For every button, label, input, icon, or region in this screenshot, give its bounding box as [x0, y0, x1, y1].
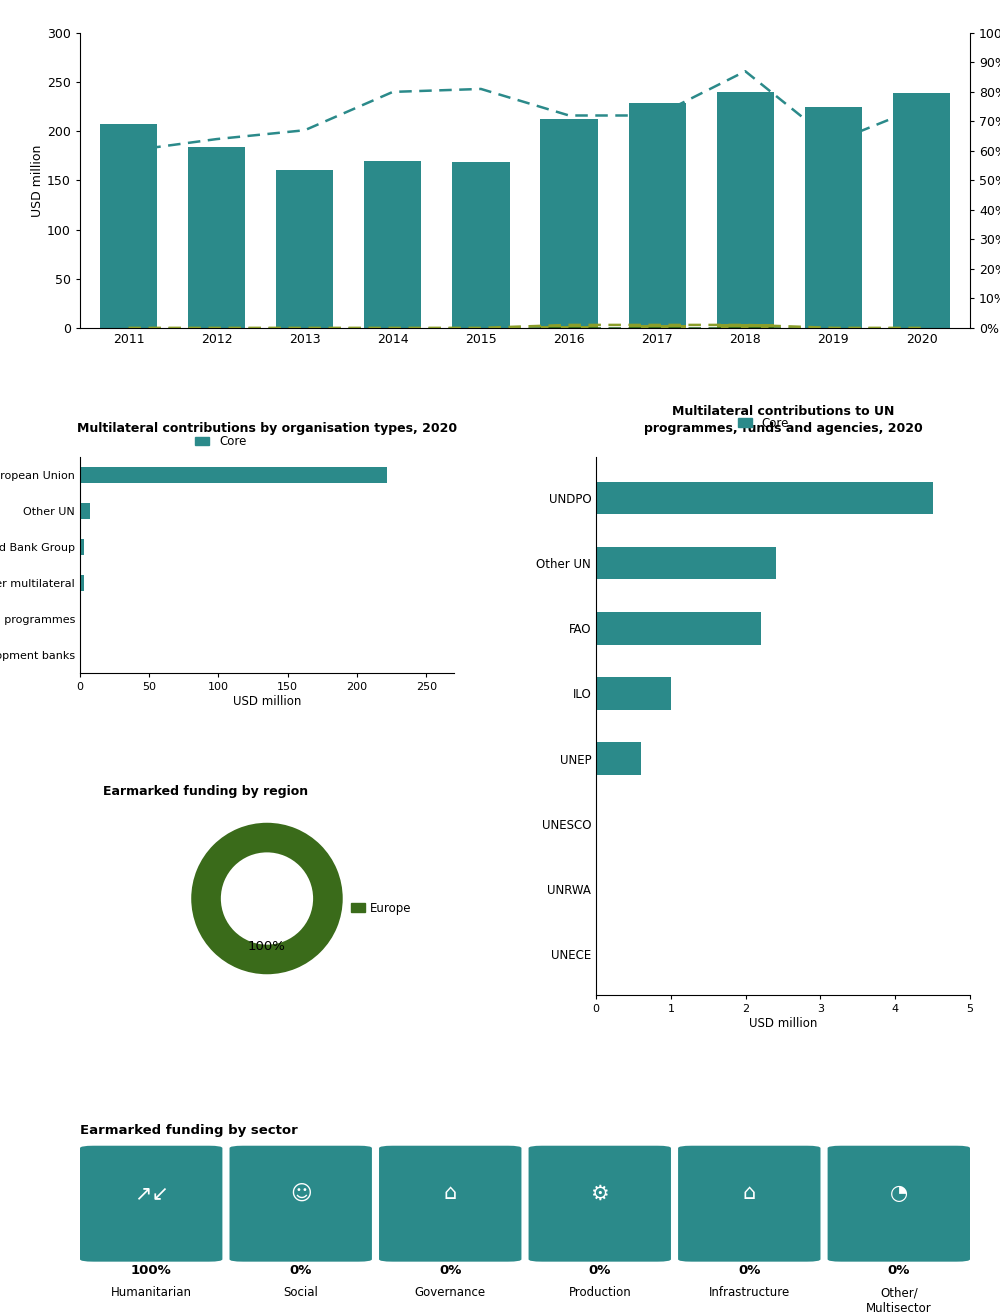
Bar [629, 103, 686, 328]
Text: Infrastructure: Infrastructure [709, 1286, 790, 1299]
Bar [80, 575, 84, 591]
Text: ⌂: ⌂ [743, 1183, 756, 1203]
Bar [893, 93, 950, 328]
Bar [80, 467, 387, 483]
FancyBboxPatch shape [80, 1146, 222, 1262]
Text: 0%: 0% [290, 1265, 312, 1277]
Bar [596, 547, 776, 579]
FancyBboxPatch shape [529, 1146, 671, 1262]
Bar [452, 162, 510, 328]
Bar [100, 124, 157, 328]
Bar [596, 678, 671, 709]
Bar [80, 540, 84, 555]
Text: ☺: ☺ [290, 1183, 312, 1203]
FancyBboxPatch shape [230, 1146, 372, 1262]
Text: Humanitarian: Humanitarian [111, 1286, 192, 1299]
FancyBboxPatch shape [379, 1146, 521, 1262]
Text: Production: Production [568, 1286, 631, 1299]
Text: ◔: ◔ [890, 1183, 908, 1203]
FancyBboxPatch shape [828, 1146, 970, 1262]
Bar [80, 503, 90, 519]
Text: 0%: 0% [589, 1265, 611, 1277]
Text: ⌂: ⌂ [444, 1183, 457, 1203]
Bar [540, 120, 598, 328]
Bar [629, 325, 686, 328]
Bar [717, 325, 774, 328]
Legend: Europe: Europe [346, 898, 416, 920]
Bar [717, 324, 774, 328]
Text: 0%: 0% [738, 1265, 760, 1277]
Bar [364, 161, 421, 328]
Text: Social: Social [283, 1286, 318, 1299]
Bar [596, 742, 641, 775]
Bar [629, 326, 686, 328]
Bar [805, 107, 862, 328]
Title: Multilateral contributions to UN
programmes, funds and agencies, 2020: Multilateral contributions to UN program… [644, 405, 922, 436]
Text: ↗↙: ↗↙ [134, 1183, 169, 1203]
Bar [188, 147, 245, 328]
Legend: Core: Core [191, 430, 251, 453]
Text: Other/
Multisector: Other/ Multisector [866, 1286, 932, 1315]
Text: 100%: 100% [248, 940, 286, 953]
FancyBboxPatch shape [678, 1146, 820, 1262]
Y-axis label: USD million: USD million [31, 145, 44, 217]
X-axis label: USD million: USD million [233, 695, 301, 708]
Bar [276, 170, 333, 328]
Bar [717, 92, 774, 328]
Legend: Core: Core [733, 412, 793, 434]
Wedge shape [190, 821, 344, 975]
Text: 0%: 0% [439, 1265, 461, 1277]
Text: 100%: 100% [131, 1265, 172, 1277]
Text: 0%: 0% [888, 1265, 910, 1277]
Text: Earmarked funding by region: Earmarked funding by region [103, 786, 308, 797]
Title: Multilateral contributions by organisation types, 2020: Multilateral contributions by organisati… [77, 422, 457, 436]
Text: Governance: Governance [415, 1286, 486, 1299]
Text: Earmarked funding by sector: Earmarked funding by sector [80, 1124, 298, 1137]
Text: ⚙: ⚙ [590, 1183, 609, 1203]
Bar [540, 326, 598, 328]
Bar [596, 482, 933, 515]
Bar [596, 612, 761, 645]
X-axis label: USD million: USD million [749, 1017, 817, 1029]
